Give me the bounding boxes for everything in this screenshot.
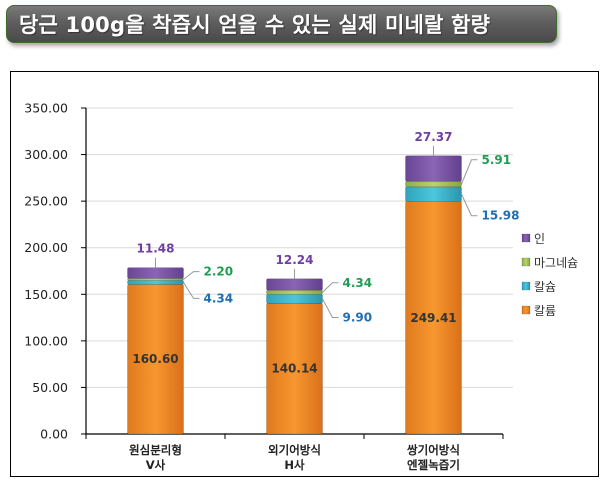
legend-label-phosphorus: 인 (534, 232, 545, 246)
legend-swatch-potassium (521, 305, 531, 315)
y-tick-label: 350.00 (24, 101, 68, 116)
bar-segment-magnesium (266, 289, 323, 295)
data-label-potassium: 160.60 (132, 352, 178, 366)
legend-swatch-calcium (521, 281, 531, 291)
leader-line (183, 271, 200, 280)
bar-segment-phosphorus (266, 278, 323, 291)
data-label-magnesium: 5.91 (482, 153, 512, 167)
data-label-potassium: 140.14 (271, 362, 317, 376)
leader-line (461, 194, 478, 217)
x-category-label: 쌍기어방식 (407, 443, 460, 457)
data-label-calcium: 15.98 (482, 209, 520, 223)
data-label-potassium: 249.41 (410, 311, 456, 325)
bar-segment-calcium (405, 186, 462, 202)
x-category-label: 원심분리형 (129, 443, 182, 457)
y-tick-label: 300.00 (24, 147, 68, 162)
bar-segment-potassium (266, 303, 323, 435)
leader-line (183, 282, 200, 299)
y-tick-label: 100.00 (24, 333, 68, 348)
x-category-label: 외기어방식 (268, 443, 321, 457)
x-category-label: H사 (284, 458, 305, 472)
y-tick-label: 50.00 (32, 380, 68, 395)
legend-label-potassium: 칼륨 (534, 304, 556, 318)
data-label-magnesium: 2.20 (204, 265, 234, 279)
data-label-phosphorus: 27.37 (415, 130, 453, 144)
x-category-label: 엔젤녹즙기 (407, 458, 460, 472)
legend-label-calcium: 칼슘 (534, 280, 556, 294)
data-label-phosphorus: 12.24 (276, 253, 314, 267)
bar-segment-magnesium (127, 278, 184, 281)
y-tick-label: 0.00 (40, 427, 68, 442)
leader-line (322, 298, 339, 318)
y-tick-label: 200.00 (24, 240, 68, 255)
data-label-phosphorus: 11.48 (137, 242, 175, 256)
chart-title-banner: 당근 100g을 착즙시 얻을 수 있는 실제 미네랄 함량 (6, 5, 557, 43)
bar-segment-phosphorus (405, 155, 462, 182)
bar-segment-phosphorus (127, 267, 184, 279)
bar-segment-calcium (127, 280, 184, 285)
y-tick-label: 250.00 (24, 194, 68, 209)
legend-swatch-phosphorus (521, 233, 531, 243)
bar-segment-magnesium (405, 181, 462, 188)
leader-line (461, 159, 478, 185)
data-label-calcium: 9.90 (343, 310, 373, 324)
data-label-calcium: 4.34 (204, 291, 234, 305)
leader-line (322, 282, 339, 293)
data-label-magnesium: 4.34 (343, 276, 373, 290)
bar-segment-calcium (266, 293, 323, 304)
legend-label-magnesium: 마그네슘 (534, 256, 578, 270)
y-tick-label: 150.00 (24, 287, 68, 302)
chart-title: 당근 100g을 착즙시 얻을 수 있는 실제 미네랄 함량 (19, 13, 491, 37)
legend-swatch-magnesium (521, 257, 531, 267)
x-category-label: V사 (146, 458, 166, 472)
